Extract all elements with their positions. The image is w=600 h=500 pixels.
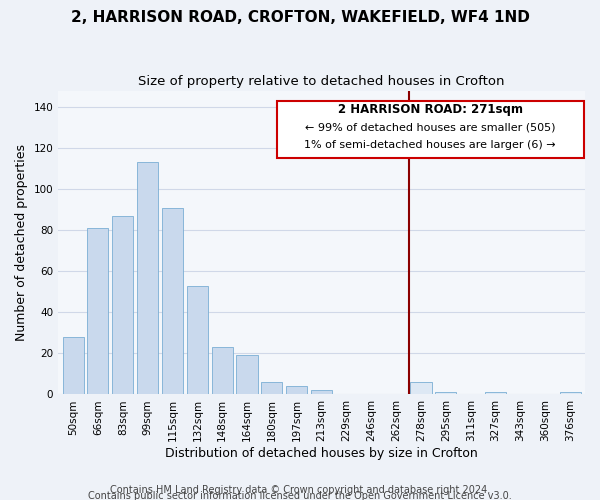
Bar <box>212 347 233 395</box>
Bar <box>262 382 283 394</box>
Text: 2, HARRISON ROAD, CROFTON, WAKEFIELD, WF4 1ND: 2, HARRISON ROAD, CROFTON, WAKEFIELD, WF… <box>71 10 529 25</box>
Text: 2 HARRISON ROAD: 271sqm: 2 HARRISON ROAD: 271sqm <box>338 102 523 116</box>
Bar <box>410 382 431 394</box>
Bar <box>286 386 307 394</box>
Bar <box>162 208 183 394</box>
Text: Contains HM Land Registry data © Crown copyright and database right 2024.: Contains HM Land Registry data © Crown c… <box>110 485 490 495</box>
Title: Size of property relative to detached houses in Crofton: Size of property relative to detached ho… <box>139 75 505 88</box>
Bar <box>311 390 332 394</box>
Bar <box>560 392 581 394</box>
Bar <box>88 228 109 394</box>
Y-axis label: Number of detached properties: Number of detached properties <box>15 144 28 341</box>
Bar <box>236 356 257 395</box>
FancyBboxPatch shape <box>277 101 584 158</box>
Bar <box>112 216 133 394</box>
Text: 1% of semi-detached houses are larger (6) →: 1% of semi-detached houses are larger (6… <box>304 140 556 150</box>
Bar <box>62 337 83 394</box>
Bar <box>435 392 457 394</box>
Text: ← 99% of detached houses are smaller (505): ← 99% of detached houses are smaller (50… <box>305 122 556 132</box>
Bar <box>137 162 158 394</box>
Bar <box>187 286 208 395</box>
X-axis label: Distribution of detached houses by size in Crofton: Distribution of detached houses by size … <box>165 447 478 460</box>
Text: Contains public sector information licensed under the Open Government Licence v3: Contains public sector information licen… <box>88 491 512 500</box>
Bar <box>485 392 506 394</box>
